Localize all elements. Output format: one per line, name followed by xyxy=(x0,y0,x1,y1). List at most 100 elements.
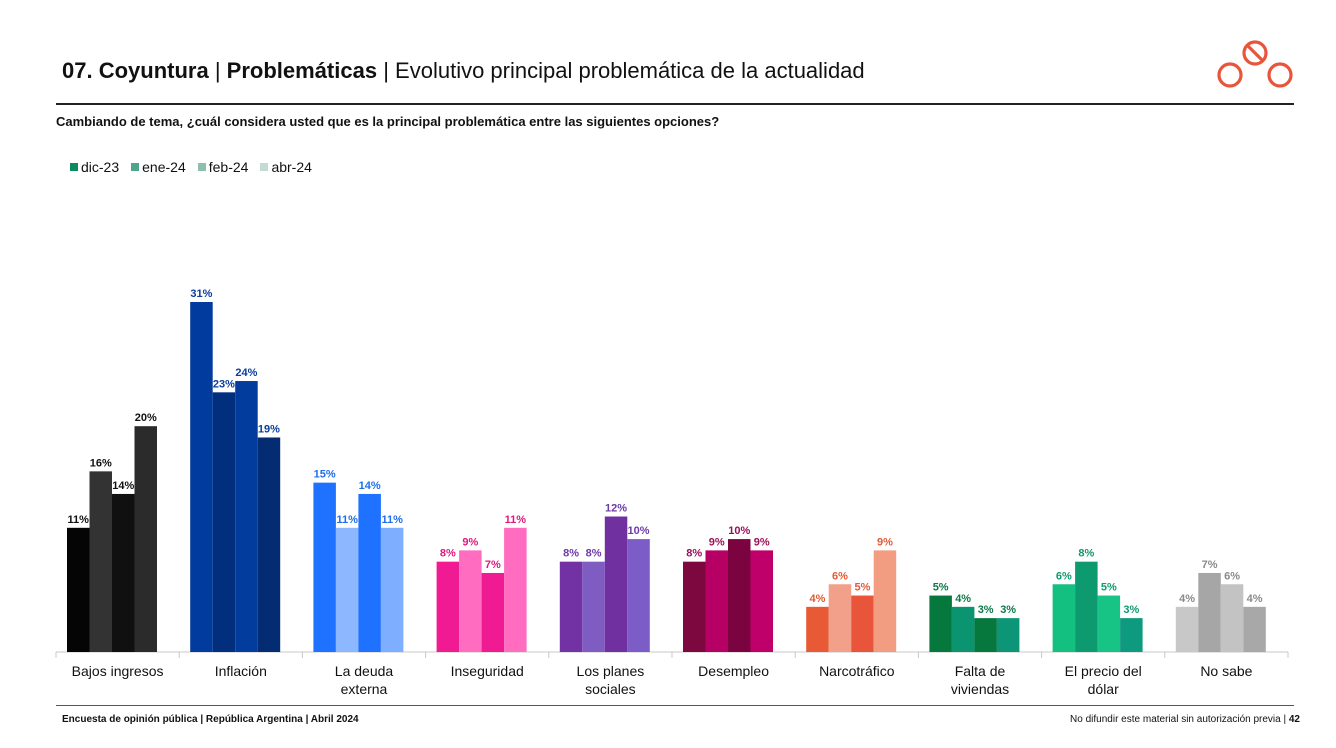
data-label: 9% xyxy=(462,536,478,548)
bar-ene-24 xyxy=(1198,572,1221,652)
legend-item: dic-23 xyxy=(70,159,119,175)
data-label: 7% xyxy=(485,559,501,571)
bar-dic-23 xyxy=(1175,606,1199,652)
data-label: 10% xyxy=(628,525,650,537)
legend-item: feb-24 xyxy=(197,159,248,175)
data-label: 24% xyxy=(235,367,257,379)
bar-abr-24 xyxy=(504,527,527,652)
data-label: 15% xyxy=(314,469,336,481)
data-label: 8% xyxy=(586,548,602,560)
survey-question: Cambiando de tema, ¿cuál considera usted… xyxy=(56,114,720,129)
category-label: No sabe xyxy=(1200,663,1252,679)
bar-ene-24 xyxy=(1075,561,1098,652)
bar-feb-24 xyxy=(358,493,381,652)
data-label: 5% xyxy=(933,582,949,594)
data-label: 31% xyxy=(190,288,212,300)
bar-feb-24 xyxy=(481,572,505,652)
bar-feb-24 xyxy=(235,381,258,652)
page-number: 42 xyxy=(1288,714,1300,725)
data-label: 19% xyxy=(258,423,280,435)
data-label: 8% xyxy=(563,548,579,560)
legend-label: ene-24 xyxy=(142,159,186,175)
bar-feb-24 xyxy=(1220,584,1244,652)
data-label: 11% xyxy=(505,514,527,526)
bar-abr-24 xyxy=(1243,606,1266,652)
legend-item: ene-24 xyxy=(131,159,186,175)
category-label: viviendas xyxy=(951,681,1009,697)
data-label: 8% xyxy=(686,548,702,560)
bar-ene-24 xyxy=(212,392,236,652)
bar-ene-24 xyxy=(459,550,482,652)
bar-ene-24 xyxy=(951,606,975,652)
title-separator-1: | xyxy=(214,58,221,83)
category-label: Los planes xyxy=(577,663,645,679)
data-label: 8% xyxy=(440,548,456,560)
bar-dic-23 xyxy=(929,595,952,652)
topic-label: Problemáticas xyxy=(226,58,378,83)
legend-swatch xyxy=(70,163,78,171)
bar-abr-24 xyxy=(134,426,157,652)
category-label: Desempleo xyxy=(698,663,769,679)
bar-dic-23 xyxy=(313,482,336,652)
title-divider xyxy=(56,103,1294,105)
bar-feb-24 xyxy=(851,595,874,652)
footer-disclaimer: No difundir este material sin autorizaci… xyxy=(1070,714,1300,725)
bar-abr-24 xyxy=(996,618,1020,652)
category-label: externa xyxy=(341,681,388,697)
data-label: 3% xyxy=(978,604,994,616)
data-label: 11% xyxy=(68,514,90,526)
data-label: 6% xyxy=(1056,570,1072,582)
title-separator-2: | xyxy=(383,58,389,83)
data-label: 4% xyxy=(1247,593,1263,605)
footer-source: Encuesta de opinión pública | República … xyxy=(62,714,359,725)
category-label: Inseguridad xyxy=(451,663,524,679)
legend-swatch xyxy=(131,163,140,171)
bar-dic-23 xyxy=(806,606,829,652)
data-label: 7% xyxy=(1202,559,1218,571)
category-label: Falta de xyxy=(955,663,1006,679)
bar-dic-23 xyxy=(436,561,460,652)
bar-abr-24 xyxy=(380,527,404,652)
data-label: 14% xyxy=(112,480,134,492)
data-label: 4% xyxy=(955,593,971,605)
bar-abr-24 xyxy=(750,550,773,652)
bar-ene-24 xyxy=(705,550,728,652)
category-label: dólar xyxy=(1088,681,1119,697)
bar-dic-23 xyxy=(67,527,90,652)
bar-feb-24 xyxy=(112,493,135,652)
category-label: La deuda xyxy=(335,663,394,679)
bar-feb-24 xyxy=(1097,595,1121,652)
data-label: 11% xyxy=(381,514,403,526)
data-label: 4% xyxy=(1179,593,1195,605)
bar-dic-23 xyxy=(559,561,583,652)
legend-swatch xyxy=(197,163,206,171)
data-label: 5% xyxy=(854,582,870,594)
bar-abr-24 xyxy=(873,550,897,652)
page-title: 07. Coyuntura | Problemáticas | Evolutiv… xyxy=(62,58,865,84)
bar-abr-24 xyxy=(1120,618,1143,652)
bar-feb-24 xyxy=(604,516,628,652)
bar-feb-24 xyxy=(728,539,751,652)
data-label: 23% xyxy=(213,378,235,390)
data-label: 9% xyxy=(754,536,770,548)
chart-title: Evolutivo principal problemática de la a… xyxy=(395,58,865,83)
data-label: 3% xyxy=(1123,604,1139,616)
category-label: Inflación xyxy=(215,663,267,679)
bar-ene-24 xyxy=(89,471,112,652)
legend-item: abr-24 xyxy=(260,159,312,175)
bar-ene-24 xyxy=(828,584,852,652)
data-label: 6% xyxy=(1224,570,1240,582)
legend-label: dic-23 xyxy=(81,159,120,175)
legend-swatch xyxy=(260,163,269,171)
data-label: 9% xyxy=(877,536,893,548)
data-label: 3% xyxy=(1000,604,1016,616)
data-label: 5% xyxy=(1101,582,1117,594)
bar-dic-23 xyxy=(683,561,706,652)
bar-feb-24 xyxy=(974,618,997,652)
linked-circles-logo-icon xyxy=(1217,40,1293,88)
footer-disclaimer-text: No difundir este material sin autorizaci… xyxy=(1070,714,1287,725)
data-label: 14% xyxy=(359,480,381,492)
footer-divider xyxy=(56,705,1294,706)
bar-ene-24 xyxy=(335,527,359,652)
category-label: sociales xyxy=(585,681,636,697)
